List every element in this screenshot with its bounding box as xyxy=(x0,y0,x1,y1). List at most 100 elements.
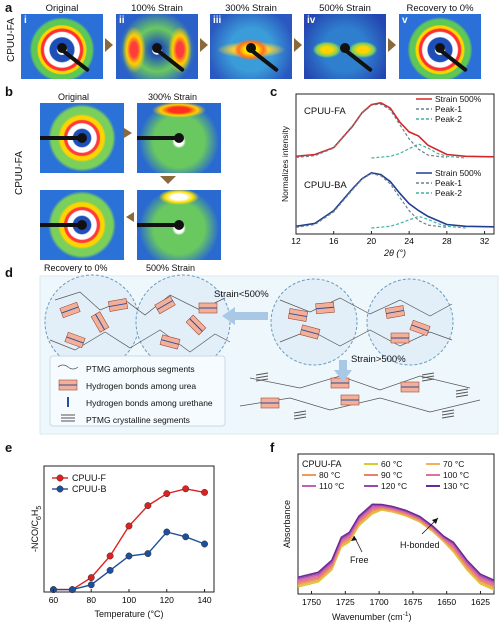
chevron-right-icon xyxy=(294,38,302,52)
panel-letter-b: b xyxy=(5,84,13,99)
urea-hbond-block xyxy=(198,302,218,314)
series-line-cpuu-ba-peak-2 xyxy=(371,215,466,229)
legend-icon-urea xyxy=(58,379,78,391)
legend-urethane: Hydrogen bonds among urethane xyxy=(86,398,213,408)
series-line-cpuu-b xyxy=(53,531,205,591)
x-axis-label: Temperature (°C) xyxy=(94,609,163,619)
xrd-image-a-1: i xyxy=(21,14,103,79)
sample-label-ba: CPUU-BA xyxy=(304,180,347,191)
panel-a-title-3: 300% Strain xyxy=(225,3,277,14)
legend-marker xyxy=(56,485,64,493)
y-axis-label: Normalizes intensity xyxy=(280,125,290,202)
data-point xyxy=(201,540,209,548)
urea-hbond-block xyxy=(260,397,280,409)
legend-title: CPUU-FA xyxy=(302,459,342,469)
urea-hbond-block xyxy=(159,334,181,350)
ftir-curve xyxy=(297,508,495,590)
crystal-line xyxy=(441,409,455,413)
x-axis-label: 2θ (°) xyxy=(383,248,406,258)
annotation-free: Free xyxy=(350,555,369,565)
panel-b-title-300: 300% Strain xyxy=(148,92,198,102)
domain-circle xyxy=(366,278,454,366)
arrowhead-icon xyxy=(351,536,357,541)
beam-center-icon xyxy=(174,133,184,143)
urea-hbond-block xyxy=(400,381,420,393)
ftir-curve xyxy=(297,507,495,588)
urea-line xyxy=(411,324,429,332)
x-tick-label: 100 xyxy=(122,595,136,605)
urea-line xyxy=(189,318,203,332)
legend-label: 60 °C xyxy=(381,459,402,469)
xrd-image-b-1 xyxy=(40,103,124,173)
panel-a-title-5: Recovery to 0% xyxy=(406,3,474,14)
panel-letter-a: a xyxy=(5,0,13,15)
panel-letter-e: e xyxy=(5,440,13,455)
panel-a-title-4: 500% Strain xyxy=(319,3,371,14)
chevron-right-icon xyxy=(388,38,396,52)
urea-hbond-block xyxy=(59,301,81,319)
arrow-right-icon xyxy=(124,128,132,138)
data-point xyxy=(125,552,133,560)
urea-line xyxy=(301,329,319,335)
panel-d-schematic xyxy=(39,274,499,435)
urea-hbond-block xyxy=(64,331,86,349)
data-point xyxy=(87,574,95,582)
legend-label: Strain 500% xyxy=(435,168,482,178)
arrow-label-strain-lt-500: Strain<500% xyxy=(214,289,269,300)
crystal-line xyxy=(455,391,469,395)
x-tick-label: 140 xyxy=(197,595,211,605)
x-tick-label: 20 xyxy=(367,236,377,246)
urea-hbond-block xyxy=(384,305,406,319)
urea-line xyxy=(161,339,179,345)
plot-frame xyxy=(297,453,495,595)
panel-c-chart: 12 16 20 24 28 32 2θ (°) Normalizes intensity CP… xyxy=(280,93,495,258)
crystal-line xyxy=(255,372,269,376)
beam-center-icon xyxy=(174,220,184,230)
x-tick-label: 1725 xyxy=(336,597,355,607)
crystal-line xyxy=(293,413,307,417)
data-point xyxy=(106,566,114,574)
panel-f-chart: 1750 1725 1700 1675 1650 1625 Absorbance CPUU-F… xyxy=(282,453,495,607)
arrowhead-icon xyxy=(432,518,438,524)
panel-b-arrows xyxy=(124,128,176,222)
data-point xyxy=(182,485,190,493)
polymer-chain xyxy=(279,297,453,317)
panel-b-title-500: 500% Strain xyxy=(146,263,196,273)
data-point xyxy=(163,490,171,498)
x-tick-label: 28 xyxy=(442,236,452,246)
series-line-cpuu-fa-peak-2 xyxy=(371,143,466,159)
legend-marker xyxy=(56,474,64,482)
crystalline-segment xyxy=(255,372,269,382)
legend-label: 90 °C xyxy=(381,470,402,480)
arrow-left-icon xyxy=(222,307,268,325)
xrd-image-a-2: ii xyxy=(116,14,198,79)
urea-hbond-block xyxy=(330,377,350,389)
urea-hbond-block xyxy=(340,394,360,406)
series-line-cpuu-fa-peak-1 xyxy=(295,103,447,158)
x-tick-label: 1650 xyxy=(437,597,456,607)
data-point xyxy=(144,502,152,510)
x-tick-label: 24 xyxy=(404,236,414,246)
panel-f-xlabel: Wavenumber (cm-1) xyxy=(332,611,412,622)
legend-label: Peak-2 xyxy=(435,114,462,124)
legend-label: 70 °C xyxy=(443,459,464,469)
image-numeral: i xyxy=(24,15,27,26)
legend-urea: Hydrogen bonds among urea xyxy=(86,381,197,391)
beamstop-icon xyxy=(40,136,82,140)
beamstop-icon xyxy=(137,136,179,140)
arrow-down-icon xyxy=(160,176,176,184)
urea-hbond-block xyxy=(315,301,335,315)
sample-label-fa: CPUU-FA xyxy=(304,106,346,117)
xrd-image-b-2 xyxy=(137,103,221,173)
x-tick-label: 1625 xyxy=(471,597,490,607)
image-numeral: iii xyxy=(213,15,222,26)
series-line-cpuu-f xyxy=(53,488,205,591)
crystal-line xyxy=(255,375,269,379)
domain-circle xyxy=(135,274,231,370)
plot-frame xyxy=(295,93,495,235)
legend-box xyxy=(49,355,226,427)
crystalline-segment xyxy=(293,410,307,420)
chevron-right-icon xyxy=(200,38,208,52)
panel-b-title-original: Original xyxy=(58,92,90,102)
